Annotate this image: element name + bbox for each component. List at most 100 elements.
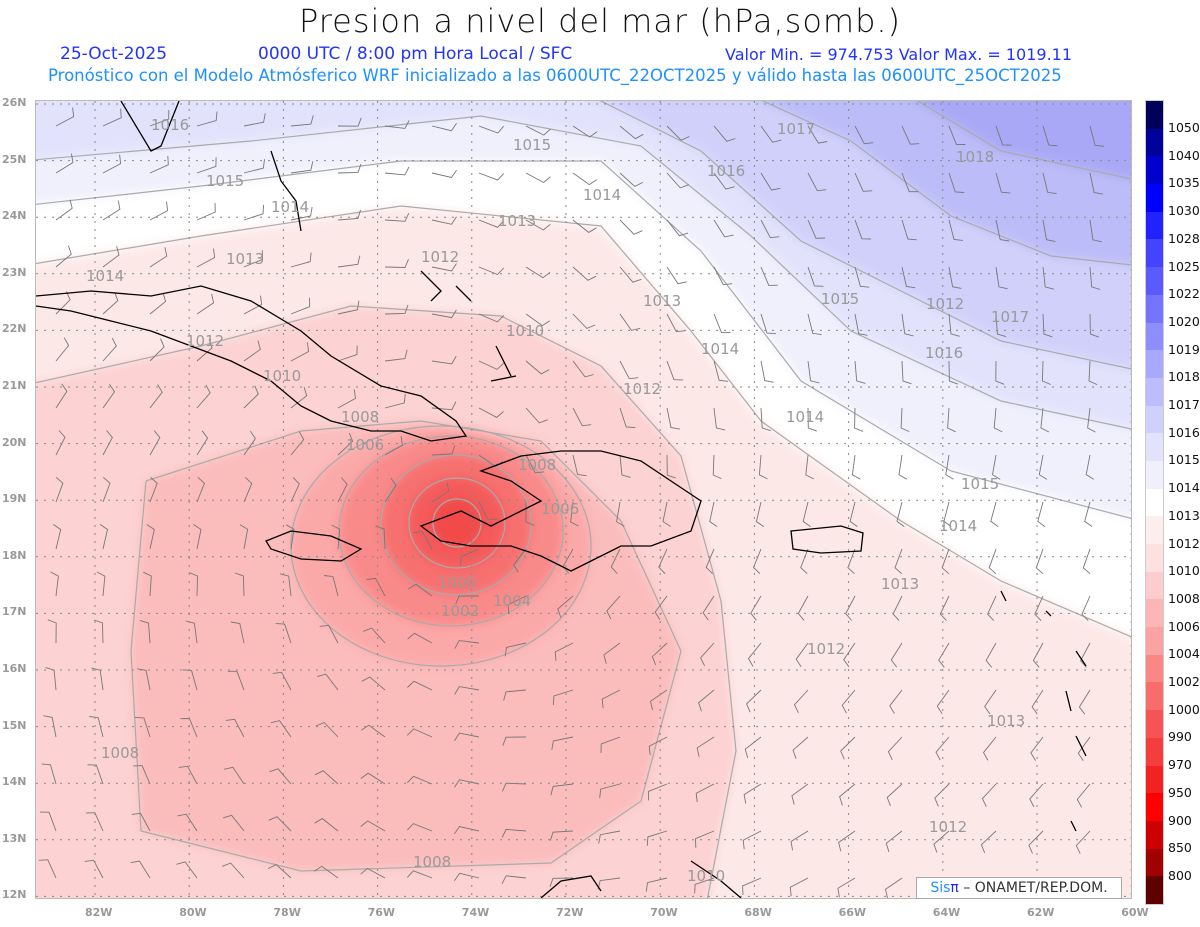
wind-barb xyxy=(1087,407,1096,433)
lat-label: 22N xyxy=(2,322,27,336)
wind-barb xyxy=(892,595,903,621)
wind-barb xyxy=(1034,595,1044,622)
lon-label: 70W xyxy=(650,906,678,919)
wind-barb xyxy=(901,125,920,145)
colorbar-label: 1015 xyxy=(1168,452,1200,468)
wind-barb xyxy=(38,859,57,879)
wind-barb xyxy=(598,830,621,844)
wind-barb xyxy=(948,360,958,385)
wind-barb xyxy=(713,172,735,190)
colorbar-label: 1004 xyxy=(1168,646,1200,662)
coast-jamaica xyxy=(265,530,363,562)
wind-barb xyxy=(196,293,215,315)
wind-barb xyxy=(557,595,574,618)
wind-barb xyxy=(270,720,292,738)
wind-barb xyxy=(285,524,295,550)
wind-barb xyxy=(795,642,809,667)
coast-hispaniola xyxy=(419,450,702,572)
coast-puerto-rico xyxy=(790,525,864,554)
wind-barb xyxy=(324,575,339,597)
wind-barb xyxy=(224,766,245,785)
wind-barb xyxy=(645,877,668,892)
lon-label: 60W xyxy=(1121,906,1149,919)
wind-barb xyxy=(939,595,950,621)
lat-label: 14N xyxy=(2,775,27,789)
isobar-label: 1004 xyxy=(493,592,532,610)
colorbar-swatch xyxy=(1146,599,1163,628)
wind-barb xyxy=(572,172,598,186)
wind-barb xyxy=(1042,219,1056,242)
wind-barb xyxy=(843,642,856,668)
wind-barb xyxy=(478,266,505,276)
isobar-label: 1013 xyxy=(498,212,537,230)
wind-barb xyxy=(360,772,386,785)
colorbar-swatch xyxy=(1146,876,1163,904)
colorbar-swatch xyxy=(1146,848,1163,877)
wind-barb xyxy=(889,689,903,714)
wind-barb xyxy=(807,313,822,336)
wind-barb xyxy=(1042,125,1058,147)
wind-barb xyxy=(1089,266,1101,290)
wind-barb xyxy=(149,247,168,268)
wind-barb xyxy=(146,524,155,550)
wind-barb xyxy=(176,861,198,879)
wind-barb xyxy=(666,219,689,237)
credit-sis: Sis xyxy=(930,880,951,896)
wind-barb xyxy=(900,407,910,433)
lon-label: 80W xyxy=(179,906,207,919)
wind-barb xyxy=(619,219,643,235)
wind-barb xyxy=(935,736,950,761)
wind-barb xyxy=(981,783,997,807)
wind-barb xyxy=(993,407,1003,433)
wind-barb xyxy=(360,820,386,832)
wind-barb xyxy=(134,716,151,738)
wind-barb xyxy=(793,689,809,713)
wind-barb xyxy=(1040,407,1050,433)
isobar-label: 1013 xyxy=(643,292,682,310)
wind-barb xyxy=(290,431,305,456)
colorbar-label: 1006 xyxy=(1168,618,1200,634)
wind-barb xyxy=(854,266,870,288)
wind-barb xyxy=(337,477,348,503)
wind-barb xyxy=(662,501,671,527)
wind-barb xyxy=(838,830,856,852)
isobar-label: 1002 xyxy=(441,602,480,620)
wind-barb xyxy=(230,621,245,644)
wind-barb xyxy=(1082,548,1091,575)
wind-barb xyxy=(948,125,966,146)
wind-barb xyxy=(1081,595,1091,622)
wind-barb xyxy=(337,163,362,174)
wind-barb xyxy=(196,157,217,174)
wind-barb xyxy=(934,783,950,807)
wind-barb xyxy=(901,219,917,241)
wind-barb xyxy=(193,524,202,550)
wind-barb xyxy=(554,642,574,662)
lon-label: 76W xyxy=(367,906,396,919)
wind-barb xyxy=(742,877,762,895)
wind-barb xyxy=(606,595,621,620)
wind-barb xyxy=(406,823,433,832)
wind-barb xyxy=(272,671,292,691)
wind-barb xyxy=(572,360,594,378)
wind-barb xyxy=(837,877,856,898)
wind-barb xyxy=(503,689,527,701)
wind-barb xyxy=(275,623,292,644)
wind-barb xyxy=(995,219,1010,242)
wind-barb xyxy=(985,642,997,668)
wind-barb xyxy=(666,172,689,189)
wind-barb xyxy=(431,169,457,179)
wind-barb xyxy=(1084,501,1093,527)
isobar-label: 1014 xyxy=(786,408,825,426)
colorbar-swatch xyxy=(1146,710,1163,738)
wind-barb xyxy=(1035,548,1044,575)
wind-barb xyxy=(384,393,406,409)
wind-barb xyxy=(1078,689,1091,715)
wind-barb xyxy=(384,213,410,222)
coast-lesser-antilles xyxy=(1000,590,1087,832)
wind-barb xyxy=(314,818,339,832)
wind-barb xyxy=(619,360,639,380)
wind-barb xyxy=(196,248,216,268)
wind-barb xyxy=(702,595,715,621)
isobar-label: 1008 xyxy=(518,456,557,474)
wind-barb xyxy=(407,632,433,644)
